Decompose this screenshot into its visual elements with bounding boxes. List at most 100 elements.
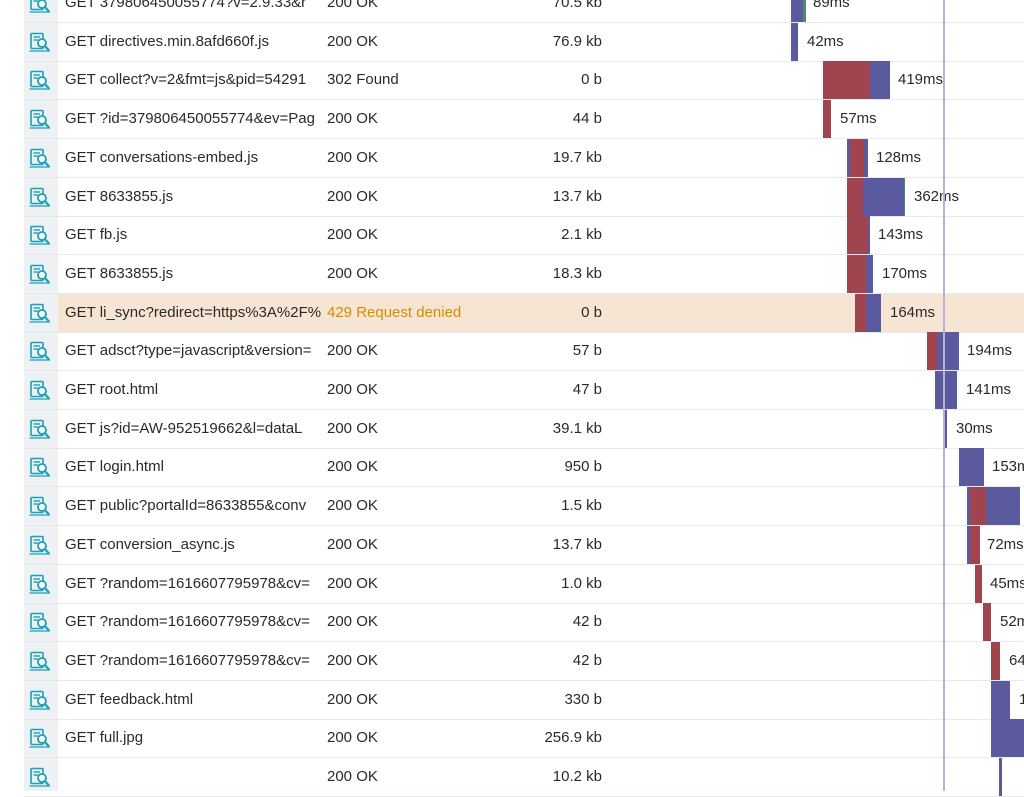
request-row[interactable]: GET 8633855.js 200 OK 18.3 kb 170ms — [24, 254, 1024, 294]
request-name: GET ?random=1616607795978&cv= — [65, 613, 310, 631]
inspect-document-icon[interactable] — [29, 496, 51, 516]
request-size: 57 b — [572, 342, 602, 360]
timing-bar-edge-segment — [803, 0, 806, 22]
request-duration: 419ms — [898, 71, 944, 89]
request-status: 200 OK — [327, 690, 378, 708]
timing-bar-waiting-segment — [975, 564, 982, 603]
request-row[interactable]: GET ?id=379806450055774&ev=Pag 200 OK 44 b… — [24, 100, 1024, 140]
request-duration: 30ms — [956, 419, 993, 437]
request-row[interactable]: GET collect?v=2&fmt=js&pid=54291 302 Foun… — [24, 61, 1024, 101]
timeline-marker-line — [943, 0, 945, 791]
request-name: GET 8633855.js — [65, 187, 174, 205]
request-row[interactable]: GET full.jpg 200 OK 256.9 kb — [24, 719, 1024, 759]
request-row[interactable]: GET conversations-embed.js 200 OK 19.7 kb 1… — [24, 138, 1024, 178]
timing-bar-waiting-segment — [823, 100, 831, 139]
timing-bar-waiting-segment — [823, 61, 870, 100]
request-size: 18.3 kb — [552, 264, 602, 282]
request-row[interactable]: GET ?random=1616607795978&cv= 200 OK 42 b 6… — [24, 641, 1024, 681]
inspect-document-icon[interactable] — [29, 109, 51, 129]
inspect-document-icon[interactable] — [29, 535, 51, 555]
timing-bar-waiting-segment — [991, 641, 1000, 680]
request-duration: 42ms — [807, 32, 844, 50]
request-size: 76.9 kb — [552, 32, 602, 50]
request-name: GET js?id=AW-952519662&l=dataL — [65, 419, 303, 437]
inspect-document-icon[interactable] — [29, 728, 51, 748]
inspect-document-icon[interactable] — [29, 380, 51, 400]
request-size: 42 b — [572, 613, 602, 631]
request-row[interactable]: GET fb.js 200 OK 2.1 kb 143ms — [24, 216, 1024, 256]
request-name: GET 8633855.js — [65, 264, 174, 282]
request-row[interactable]: GET 8633855.js 200 OK 13.7 kb 362ms — [24, 177, 1024, 217]
request-row[interactable]: GET js?id=AW-952519662&l=dataL 200 OK 39.1… — [24, 409, 1024, 449]
request-duration: 89ms — [813, 0, 850, 11]
request-row[interactable]: GET conversion_async.js 200 OK 13.7 kb 72ms — [24, 525, 1024, 565]
request-status: 302 Found — [327, 71, 399, 89]
request-row[interactable]: GET login.html 200 OK 950 b 153ms — [24, 448, 1024, 488]
inspect-document-icon[interactable] — [29, 574, 51, 594]
request-row[interactable]: GET 379806450055774?v=2.9.33&r 200 OK 70.5… — [24, 0, 1024, 23]
inspect-document-icon[interactable] — [29, 225, 51, 245]
inspect-document-icon[interactable] — [29, 32, 51, 52]
inspect-document-icon[interactable] — [29, 264, 51, 284]
request-row[interactable]: GET feedback.html 200 OK 330 b 1 — [24, 680, 1024, 720]
request-status: 200 OK — [327, 497, 378, 515]
request-duration: 1 — [1019, 690, 1024, 708]
timing-bar-receiving-segment — [868, 216, 870, 255]
inspect-document-icon[interactable] — [29, 70, 51, 90]
timing-bar-receiving-segment — [847, 138, 850, 177]
left-gutter — [0, 0, 24, 791]
request-name: GET login.html — [65, 458, 164, 476]
request-status: 200 OK — [327, 419, 378, 437]
inspect-document-icon[interactable] — [29, 651, 51, 671]
request-row[interactable]: GET public?portalId=8633855&conv 200 OK 1.… — [24, 487, 1024, 527]
inspect-document-icon[interactable] — [29, 612, 51, 632]
request-duration: 52ms — [1000, 613, 1024, 631]
inspect-document-icon[interactable] — [29, 303, 51, 323]
timing-bar-receiving-segment — [870, 61, 890, 100]
request-status: 200 OK — [327, 458, 378, 476]
request-duration: 141ms — [966, 381, 1012, 398]
request-row[interactable]: GET ?random=1616607795978&cv= 200 OK 42 b 5… — [24, 603, 1024, 643]
request-name: GET full.jpg — [65, 729, 144, 747]
inspect-document-icon[interactable] — [29, 187, 51, 207]
timing-bar-waiting-segment — [855, 293, 866, 332]
timing-bar-receiving-segment — [991, 719, 1024, 758]
inspect-document-icon[interactable] — [29, 457, 51, 477]
inspect-document-icon[interactable] — [29, 148, 51, 168]
timing-bar-receiving-segment — [991, 680, 1010, 719]
request-size: 256.9 kb — [544, 729, 602, 747]
request-duration: 194ms — [967, 342, 1013, 360]
request-size: 2.1 kb — [561, 226, 602, 244]
request-size: 10.2 kb — [552, 768, 602, 785]
request-status: 200 OK — [327, 226, 378, 244]
inspect-document-icon[interactable] — [29, 341, 51, 361]
timing-bar-waiting-segment — [847, 254, 866, 293]
request-row[interactable]: GET directives.min.8afd660f.js 200 OK 76.9… — [24, 22, 1024, 62]
request-row[interactable]: 200 OK 10.2 kb — [24, 758, 1024, 797]
request-duration: 57ms — [840, 110, 877, 128]
request-duration: 64ms — [1009, 651, 1024, 669]
request-row[interactable]: GET adsct?type=javascript&version= 200 OK… — [24, 332, 1024, 372]
timing-bar-receiving-segment — [935, 371, 957, 409]
request-size: 47 b — [572, 381, 602, 398]
timing-bar-receiving-segment — [863, 177, 904, 216]
request-duration: 143ms — [878, 226, 924, 244]
request-row[interactable]: GET root.html 200 OK 47 b 141ms — [24, 371, 1024, 410]
inspect-document-icon[interactable] — [29, 0, 51, 13]
timing-bar-receiving-segment — [999, 758, 1002, 796]
request-name: GET feedback.html — [65, 690, 194, 708]
timing-bar-waiting-segment — [847, 216, 868, 255]
inspect-document-icon[interactable] — [29, 767, 51, 787]
request-row-denied[interactable]: GET li_sync?redirect=https%3A%2F% 429 Req… — [24, 293, 1024, 333]
request-duration: 128ms — [876, 148, 922, 166]
timing-bar-receiving-segment — [943, 409, 947, 448]
request-row[interactable]: GET ?random=1616607795978&cv= 200 OK 1.0 k… — [24, 564, 1024, 604]
request-status: 200 OK — [327, 264, 378, 282]
request-name: GET conversion_async.js — [65, 535, 235, 553]
request-size: 1.0 kb — [561, 574, 602, 592]
inspect-document-icon[interactable] — [29, 690, 51, 710]
request-duration: 153ms — [992, 458, 1024, 476]
request-status: 200 OK — [327, 381, 378, 398]
inspect-document-icon[interactable] — [29, 419, 51, 439]
timing-bar-waiting-segment — [927, 332, 937, 371]
